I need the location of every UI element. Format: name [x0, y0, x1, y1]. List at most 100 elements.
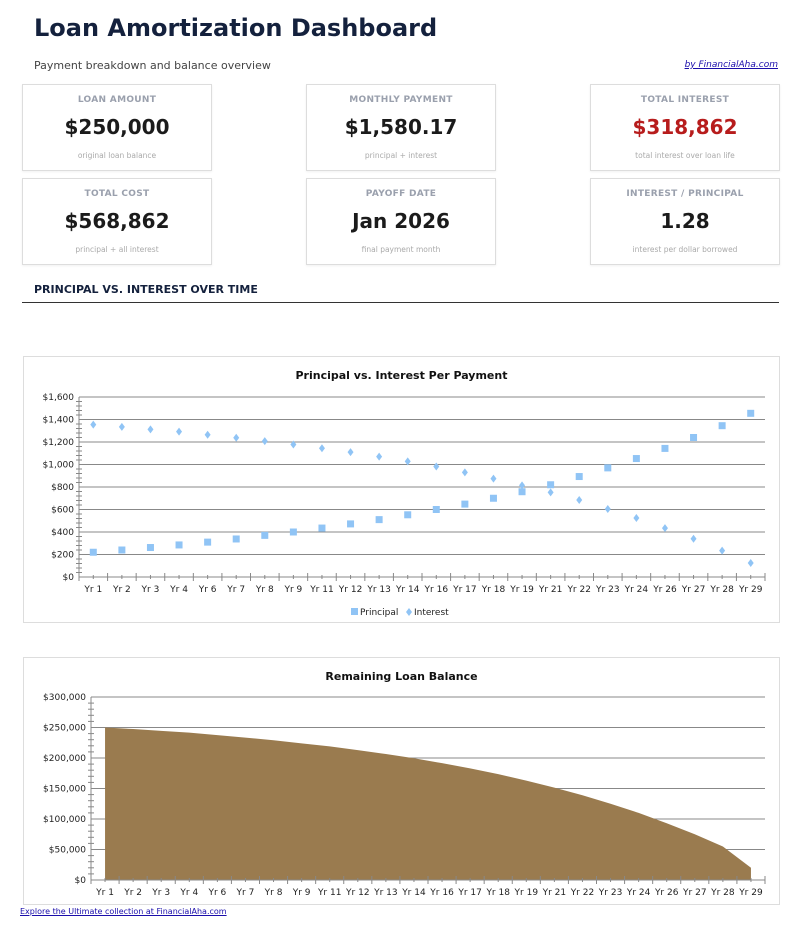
chart-title: Principal vs. Interest Per Payment — [296, 369, 508, 382]
x-tick-label: Yr 18 — [485, 888, 510, 898]
kpi-note: principal + interest — [364, 151, 438, 160]
x-tick-label: Yr 26 — [652, 585, 677, 595]
interest-point — [719, 546, 726, 555]
principal-point — [518, 488, 526, 496]
principal-point — [661, 444, 669, 452]
principal-point — [204, 538, 212, 546]
principal-point — [318, 524, 326, 532]
y-tick-label: $300,000 — [43, 693, 86, 703]
x-tick-label: Yr 7 — [236, 888, 255, 898]
kpi-label: PAYOFF DATE — [365, 189, 437, 199]
x-tick-label: Yr 16 — [424, 585, 449, 595]
interest-point — [147, 425, 154, 434]
x-tick-label: Yr 19 — [509, 585, 534, 595]
principal-point — [175, 541, 183, 549]
principal-point — [632, 455, 640, 463]
y-tick-label: $1,400 — [43, 416, 75, 426]
interest-point — [547, 488, 554, 497]
y-tick-label: $0 — [63, 573, 75, 583]
kpi-card-total-interest: TOTAL INTEREST $318,862 total interest o… — [590, 84, 780, 171]
x-tick-label: Yr 1 — [95, 888, 114, 898]
x-tick-label: Yr 13 — [366, 585, 391, 595]
x-tick-label: Yr 17 — [457, 888, 482, 898]
x-tick-label: Yr 29 — [738, 888, 763, 898]
x-tick-label: Yr 8 — [255, 585, 274, 595]
principal-point — [89, 548, 97, 556]
kpi-label: MONTHLY PAYMENT — [349, 95, 453, 105]
kpi-label: LOAN AMOUNT — [77, 95, 157, 105]
section-divider — [22, 302, 779, 303]
y-tick-label: $0 — [75, 876, 87, 886]
interest-point — [604, 504, 611, 513]
x-tick-label: Yr 24 — [626, 888, 651, 898]
kpi-card-monthly-payment: MONTHLY PAYMENT $1,580.17 principal + in… — [306, 84, 496, 171]
kpi-card-interest-principal: INTEREST / PRINCIPAL 1.28 interest per d… — [590, 178, 780, 265]
interest-point — [490, 474, 497, 483]
x-tick-label: Yr 6 — [207, 888, 226, 898]
interest-point — [90, 420, 97, 429]
interest-point — [176, 427, 183, 436]
principal-interest-chart: Principal vs. Interest Per Payment $0 $200… — [23, 356, 780, 623]
balance-chart: Remaining Loan Balance $0 $50,000 $100,000 $… — [23, 657, 780, 905]
x-tick-label: Yr 28 — [709, 585, 734, 595]
x-tick-label: Yr 11 — [317, 888, 342, 898]
x-tick-label: Yr 4 — [169, 585, 188, 595]
interest-point — [461, 468, 468, 477]
x-tick-label: Yr 26 — [654, 888, 679, 898]
kpi-card-payoff-date: PAYOFF DATE Jan 2026 final payment month — [306, 178, 496, 265]
x-tick-label: Yr 4 — [179, 888, 198, 898]
x-tick-label: Yr 3 — [141, 585, 160, 595]
principal-point — [261, 531, 269, 539]
legend-interest-icon — [406, 608, 412, 616]
interest-point — [261, 437, 268, 446]
footer-link[interactable]: Explore the Ultimate collection at Finan… — [20, 907, 227, 916]
kpi-note: principal + all interest — [75, 245, 159, 254]
kpi-note: total interest over loan life — [635, 151, 735, 160]
interest-point — [347, 448, 354, 457]
kpi-label: INTEREST / PRINCIPAL — [626, 189, 744, 199]
principal-point — [547, 481, 555, 489]
principal-point — [747, 409, 755, 417]
legend-interest-label: Interest — [414, 608, 449, 618]
interest-point — [318, 444, 325, 453]
interest-point — [576, 495, 583, 504]
kpi-label: TOTAL INTEREST — [640, 95, 730, 105]
y-tick-label: $250,000 — [43, 724, 86, 734]
x-tick-label: Yr 23 — [595, 585, 620, 595]
interest-point — [404, 457, 411, 466]
principal-point — [461, 500, 469, 508]
principal-point — [432, 506, 440, 513]
principal-interest-svg: Principal vs. Interest Per Payment $0 $200… — [43, 369, 766, 618]
chart-title: Remaining Loan Balance — [325, 670, 477, 683]
principal-point — [489, 494, 497, 502]
kpi-note: final payment month — [361, 245, 441, 254]
x-tick-label: Yr 6 — [198, 585, 217, 595]
x-tick-label: Yr 22 — [566, 585, 591, 595]
kpi-note: original loan balance — [77, 151, 157, 160]
kpi-value: $1,580.17 — [344, 115, 458, 139]
interest-point — [519, 481, 526, 490]
kpi-value: $318,862 — [632, 115, 738, 139]
y-tick-label: $150,000 — [43, 785, 86, 795]
kpi-value: $250,000 — [64, 115, 170, 139]
principal-point — [289, 528, 297, 536]
kpi-card-loan-amount: LOAN AMOUNT $250,000 original loan balan… — [22, 84, 212, 171]
interest-point — [633, 513, 640, 522]
x-tick-label: Yr 11 — [309, 585, 334, 595]
principal-point — [146, 544, 154, 552]
legend-principal-icon — [351, 608, 358, 615]
x-tick-label: Yr 17 — [452, 585, 477, 595]
byline-link[interactable]: by FinancialAha.com — [684, 60, 778, 70]
page-subtitle: Payment breakdown and balance overview — [34, 59, 271, 72]
kpi-value: 1.28 — [660, 209, 710, 233]
interest-point — [118, 422, 125, 431]
kpi-label: TOTAL COST — [84, 189, 150, 199]
y-tick-label: $50,000 — [49, 846, 86, 856]
interest-point — [233, 433, 240, 442]
x-tick-label: Yr 3 — [151, 888, 170, 898]
y-tick-label: $100,000 — [43, 815, 86, 825]
interest-point — [290, 440, 297, 449]
principal-point — [575, 473, 583, 481]
interest-point — [690, 534, 697, 543]
y-tick-label: $1,200 — [43, 438, 75, 448]
